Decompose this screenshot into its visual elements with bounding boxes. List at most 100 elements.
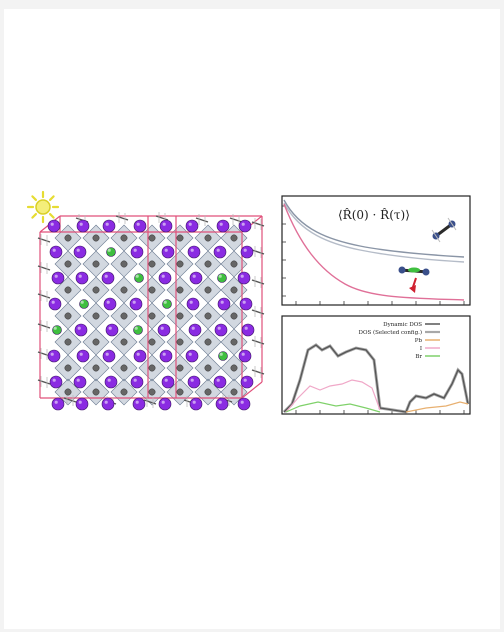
organic-cation bbox=[229, 217, 243, 223]
organic-cation bbox=[251, 339, 265, 345]
atom-highlight bbox=[104, 400, 108, 404]
iodine-atom bbox=[187, 375, 201, 389]
iodine-atom bbox=[238, 219, 252, 233]
sun-ray bbox=[48, 212, 55, 219]
iodine-atom bbox=[185, 349, 199, 363]
atom-highlight bbox=[192, 400, 196, 404]
organic-cation bbox=[155, 215, 169, 221]
atom-highlight bbox=[50, 352, 54, 356]
atom-highlight bbox=[52, 248, 56, 252]
atom-highlight bbox=[133, 378, 137, 382]
lead-atom bbox=[230, 312, 238, 320]
iodine-atom bbox=[159, 349, 173, 363]
atom-highlight bbox=[192, 274, 196, 278]
lead-atom bbox=[148, 338, 156, 346]
lead-atom bbox=[204, 234, 212, 242]
atom-highlight bbox=[107, 248, 111, 252]
perovskite-crystal-structure bbox=[37, 212, 265, 411]
lead-atom bbox=[204, 388, 212, 396]
bromine-atom bbox=[162, 299, 172, 309]
iodine-atom bbox=[75, 397, 89, 411]
iodine-atom bbox=[130, 245, 144, 259]
atom-highlight bbox=[78, 400, 82, 404]
organic-cation bbox=[37, 323, 51, 329]
lead-atom bbox=[230, 260, 238, 268]
lead-atom bbox=[64, 312, 72, 320]
iodine-atom bbox=[237, 397, 251, 411]
atom-highlight bbox=[135, 274, 139, 278]
lead-atom bbox=[176, 286, 184, 294]
iodine-atom bbox=[189, 271, 203, 285]
organic-cation bbox=[37, 237, 51, 243]
iodine-atom bbox=[130, 375, 144, 389]
atom-highlight bbox=[218, 274, 222, 278]
lead-atom bbox=[148, 312, 156, 320]
atom-highlight bbox=[50, 222, 54, 226]
organic-cation bbox=[37, 293, 51, 299]
lead-atom bbox=[120, 234, 128, 242]
iodine-atom bbox=[102, 219, 116, 233]
atom-highlight bbox=[54, 400, 58, 404]
sun-ray bbox=[31, 195, 38, 202]
atom-highlight bbox=[242, 300, 246, 304]
lead-pdos-curve bbox=[405, 401, 469, 413]
lead-atom bbox=[148, 364, 156, 372]
atom-highlight bbox=[216, 378, 220, 382]
lead-atom bbox=[120, 364, 128, 372]
iodine-atom bbox=[214, 323, 228, 337]
iodine-atom bbox=[161, 245, 175, 259]
iodine-atom bbox=[105, 323, 119, 337]
bromine-atom bbox=[79, 299, 89, 309]
iodine-atom bbox=[161, 375, 175, 389]
atom-highlight bbox=[163, 300, 167, 304]
iodine-atom bbox=[51, 271, 65, 285]
legend-label-i: I bbox=[420, 346, 422, 352]
lead-atom bbox=[148, 286, 156, 294]
lead-atom bbox=[176, 234, 184, 242]
lead-atom bbox=[64, 364, 72, 372]
atom-highlight bbox=[219, 352, 223, 356]
atom-highlight bbox=[189, 300, 193, 304]
iodine-atom bbox=[74, 323, 88, 337]
atom-highlight bbox=[52, 378, 56, 382]
atom-highlight bbox=[241, 352, 245, 356]
lead-atom bbox=[176, 312, 184, 320]
lead-atom bbox=[176, 260, 184, 268]
iodine-atom bbox=[73, 245, 87, 259]
atom-highlight bbox=[79, 222, 83, 226]
lead-atom bbox=[64, 260, 72, 268]
lead-atom bbox=[92, 364, 100, 372]
iodine-atom bbox=[239, 297, 253, 311]
iodine-atom bbox=[159, 219, 173, 233]
atom-highlight bbox=[161, 400, 165, 404]
bromine-atom bbox=[52, 325, 62, 335]
atom-highlight bbox=[164, 378, 168, 382]
atom-highlight bbox=[216, 248, 220, 252]
lead-atom bbox=[204, 364, 212, 372]
iodine-atom bbox=[213, 375, 227, 389]
molecule-icon-upper bbox=[431, 217, 457, 243]
atom-highlight bbox=[243, 378, 247, 382]
lead-atom bbox=[176, 338, 184, 346]
organic-cation bbox=[251, 309, 265, 315]
organic-cation bbox=[251, 221, 265, 227]
lead-atom bbox=[204, 286, 212, 294]
lead-atom bbox=[120, 388, 128, 396]
lead-atom bbox=[64, 338, 72, 346]
atom-highlight bbox=[218, 400, 222, 404]
atom-highlight bbox=[54, 274, 58, 278]
lead-atom bbox=[148, 260, 156, 268]
atom-highlight bbox=[244, 326, 248, 330]
atom-highlight bbox=[219, 222, 223, 226]
iodine-atom bbox=[188, 323, 202, 337]
iodine-atom bbox=[185, 219, 199, 233]
atom-highlight bbox=[79, 352, 83, 356]
atom-highlight bbox=[78, 274, 82, 278]
atom-highlight bbox=[80, 300, 84, 304]
organic-cation bbox=[37, 265, 51, 271]
correlation-plot-frame bbox=[281, 195, 471, 306]
unit-cell-edge bbox=[241, 381, 263, 399]
iodine-atom bbox=[238, 349, 252, 363]
lead-atom bbox=[92, 260, 100, 268]
